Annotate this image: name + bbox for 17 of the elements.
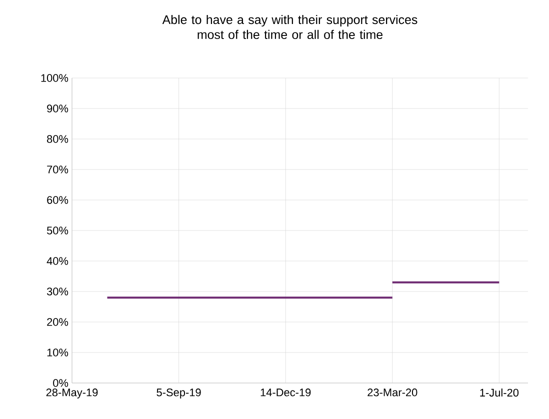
x-tick-label: 23-Mar-20 — [368, 388, 418, 396]
y-tick-label: 90% — [47, 104, 68, 112]
y-tick-label: 30% — [46, 288, 68, 296]
y-tick-label: 0% — [53, 379, 68, 387]
y-tick-label: 100% — [41, 74, 68, 82]
y-tick-label: 60% — [47, 196, 68, 204]
x-tick-label: 5-Sep-19 — [156, 388, 201, 398]
x-tick-label: 28-May-19 — [46, 388, 98, 398]
y-tick-label: 20% — [47, 318, 68, 326]
x-tick-label: 14-Dec-19 — [260, 388, 311, 396]
y-tick-label: 80% — [47, 135, 68, 143]
x-tick-label: 1-Jul-20 — [480, 388, 519, 397]
y-tick-label: 40% — [46, 257, 68, 265]
y-tick-label: 50% — [46, 226, 68, 234]
y-tick-label: 10% — [47, 348, 68, 356]
y-tick-label: 70% — [47, 166, 68, 174]
chart-title: Able to have a say with their support services most of the time or all of the time — [162, 14, 418, 40]
